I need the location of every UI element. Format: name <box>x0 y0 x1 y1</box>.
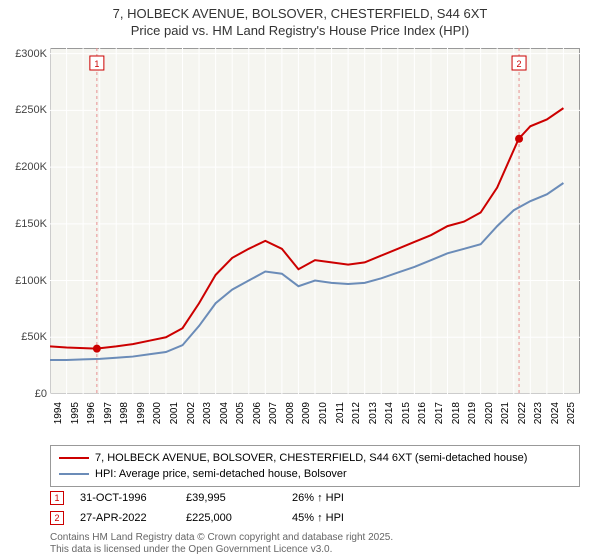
x-tick-label: 2010 <box>318 402 329 424</box>
event-date: 27-APR-2022 <box>80 512 180 524</box>
title-line-1: 7, HOLBECK AVENUE, BOLSOVER, CHESTERFIEL… <box>0 6 600 23</box>
x-tick-label: 1996 <box>86 402 97 424</box>
x-tick-label: 2021 <box>500 402 511 424</box>
event-price: £39,995 <box>186 492 286 504</box>
x-tick-label: 2013 <box>368 402 379 424</box>
x-tick-label: 2009 <box>301 402 312 424</box>
y-tick-label: £0 <box>2 388 47 400</box>
x-tick-label: 2002 <box>186 402 197 424</box>
x-tick-label: 2025 <box>566 402 577 424</box>
x-tick-label: 2007 <box>268 402 279 424</box>
title-line-2: Price paid vs. HM Land Registry's House … <box>0 23 600 40</box>
event-price: £225,000 <box>186 512 286 524</box>
x-tick-label: 1999 <box>136 402 147 424</box>
x-tick-label: 2022 <box>517 402 528 424</box>
x-tick-label: 2004 <box>219 402 230 424</box>
legend-swatch <box>59 473 89 475</box>
x-tick-label: 2023 <box>533 402 544 424</box>
legend-row: HPI: Average price, semi-detached house,… <box>59 466 571 482</box>
x-tick-label: 2015 <box>401 402 412 424</box>
x-tick-label: 2016 <box>417 402 428 424</box>
x-tick-label: 2011 <box>335 402 346 424</box>
legend-swatch <box>59 457 89 459</box>
credit-line-2: This data is licensed under the Open Gov… <box>50 544 580 556</box>
event-list: 1 31-OCT-1996 £39,995 26% ↑ HPI 2 27-APR… <box>50 488 580 528</box>
x-tick-label: 2014 <box>384 402 395 424</box>
x-tick-label: 2005 <box>235 402 246 424</box>
x-tick-label: 2024 <box>550 402 561 424</box>
event-row: 1 31-OCT-1996 £39,995 26% ↑ HPI <box>50 488 580 508</box>
x-tick-label: 2000 <box>152 402 163 424</box>
credit-line-1: Contains HM Land Registry data © Crown c… <box>50 532 580 544</box>
legend-label: 7, HOLBECK AVENUE, BOLSOVER, CHESTERFIEL… <box>95 452 527 464</box>
x-tick-label: 2017 <box>434 402 445 424</box>
x-tick-label: 1994 <box>53 402 64 424</box>
y-tick-label: £100K <box>2 275 47 287</box>
legend-row: 7, HOLBECK AVENUE, BOLSOVER, CHESTERFIEL… <box>59 450 571 466</box>
x-tick-label: 2003 <box>202 402 213 424</box>
chart-title: 7, HOLBECK AVENUE, BOLSOVER, CHESTERFIEL… <box>0 0 600 40</box>
svg-text:2: 2 <box>517 59 522 69</box>
event-marker: 2 <box>50 511 64 525</box>
y-tick-label: £300K <box>2 48 47 60</box>
event-pct: 45% ↑ HPI <box>292 512 412 524</box>
x-tick-label: 2019 <box>467 402 478 424</box>
x-tick-label: 2020 <box>484 402 495 424</box>
credit-text: Contains HM Land Registry data © Crown c… <box>50 532 580 556</box>
chart-svg: 12 <box>50 48 580 394</box>
y-tick-label: £200K <box>2 161 47 173</box>
x-tick-label: 2018 <box>451 402 462 424</box>
x-tick-label: 1998 <box>119 402 130 424</box>
legend: 7, HOLBECK AVENUE, BOLSOVER, CHESTERFIEL… <box>50 445 580 487</box>
event-row: 2 27-APR-2022 £225,000 45% ↑ HPI <box>50 508 580 528</box>
x-tick-label: 2012 <box>351 402 362 424</box>
chart-plot-area: 12 £0£50K£100K£150K£200K£250K£300K 19941… <box>50 48 580 394</box>
x-tick-label: 2001 <box>169 402 180 424</box>
y-tick-label: £150K <box>2 218 47 230</box>
event-marker: 1 <box>50 491 64 505</box>
x-tick-label: 1995 <box>70 402 81 424</box>
x-tick-label: 2008 <box>285 402 296 424</box>
event-date: 31-OCT-1996 <box>80 492 180 504</box>
legend-label: HPI: Average price, semi-detached house,… <box>95 468 347 480</box>
y-tick-label: £50K <box>2 331 47 343</box>
x-tick-label: 2006 <box>252 402 263 424</box>
y-tick-label: £250K <box>2 104 47 116</box>
x-tick-label: 1997 <box>103 402 114 424</box>
event-pct: 26% ↑ HPI <box>292 492 412 504</box>
svg-text:1: 1 <box>94 59 99 69</box>
